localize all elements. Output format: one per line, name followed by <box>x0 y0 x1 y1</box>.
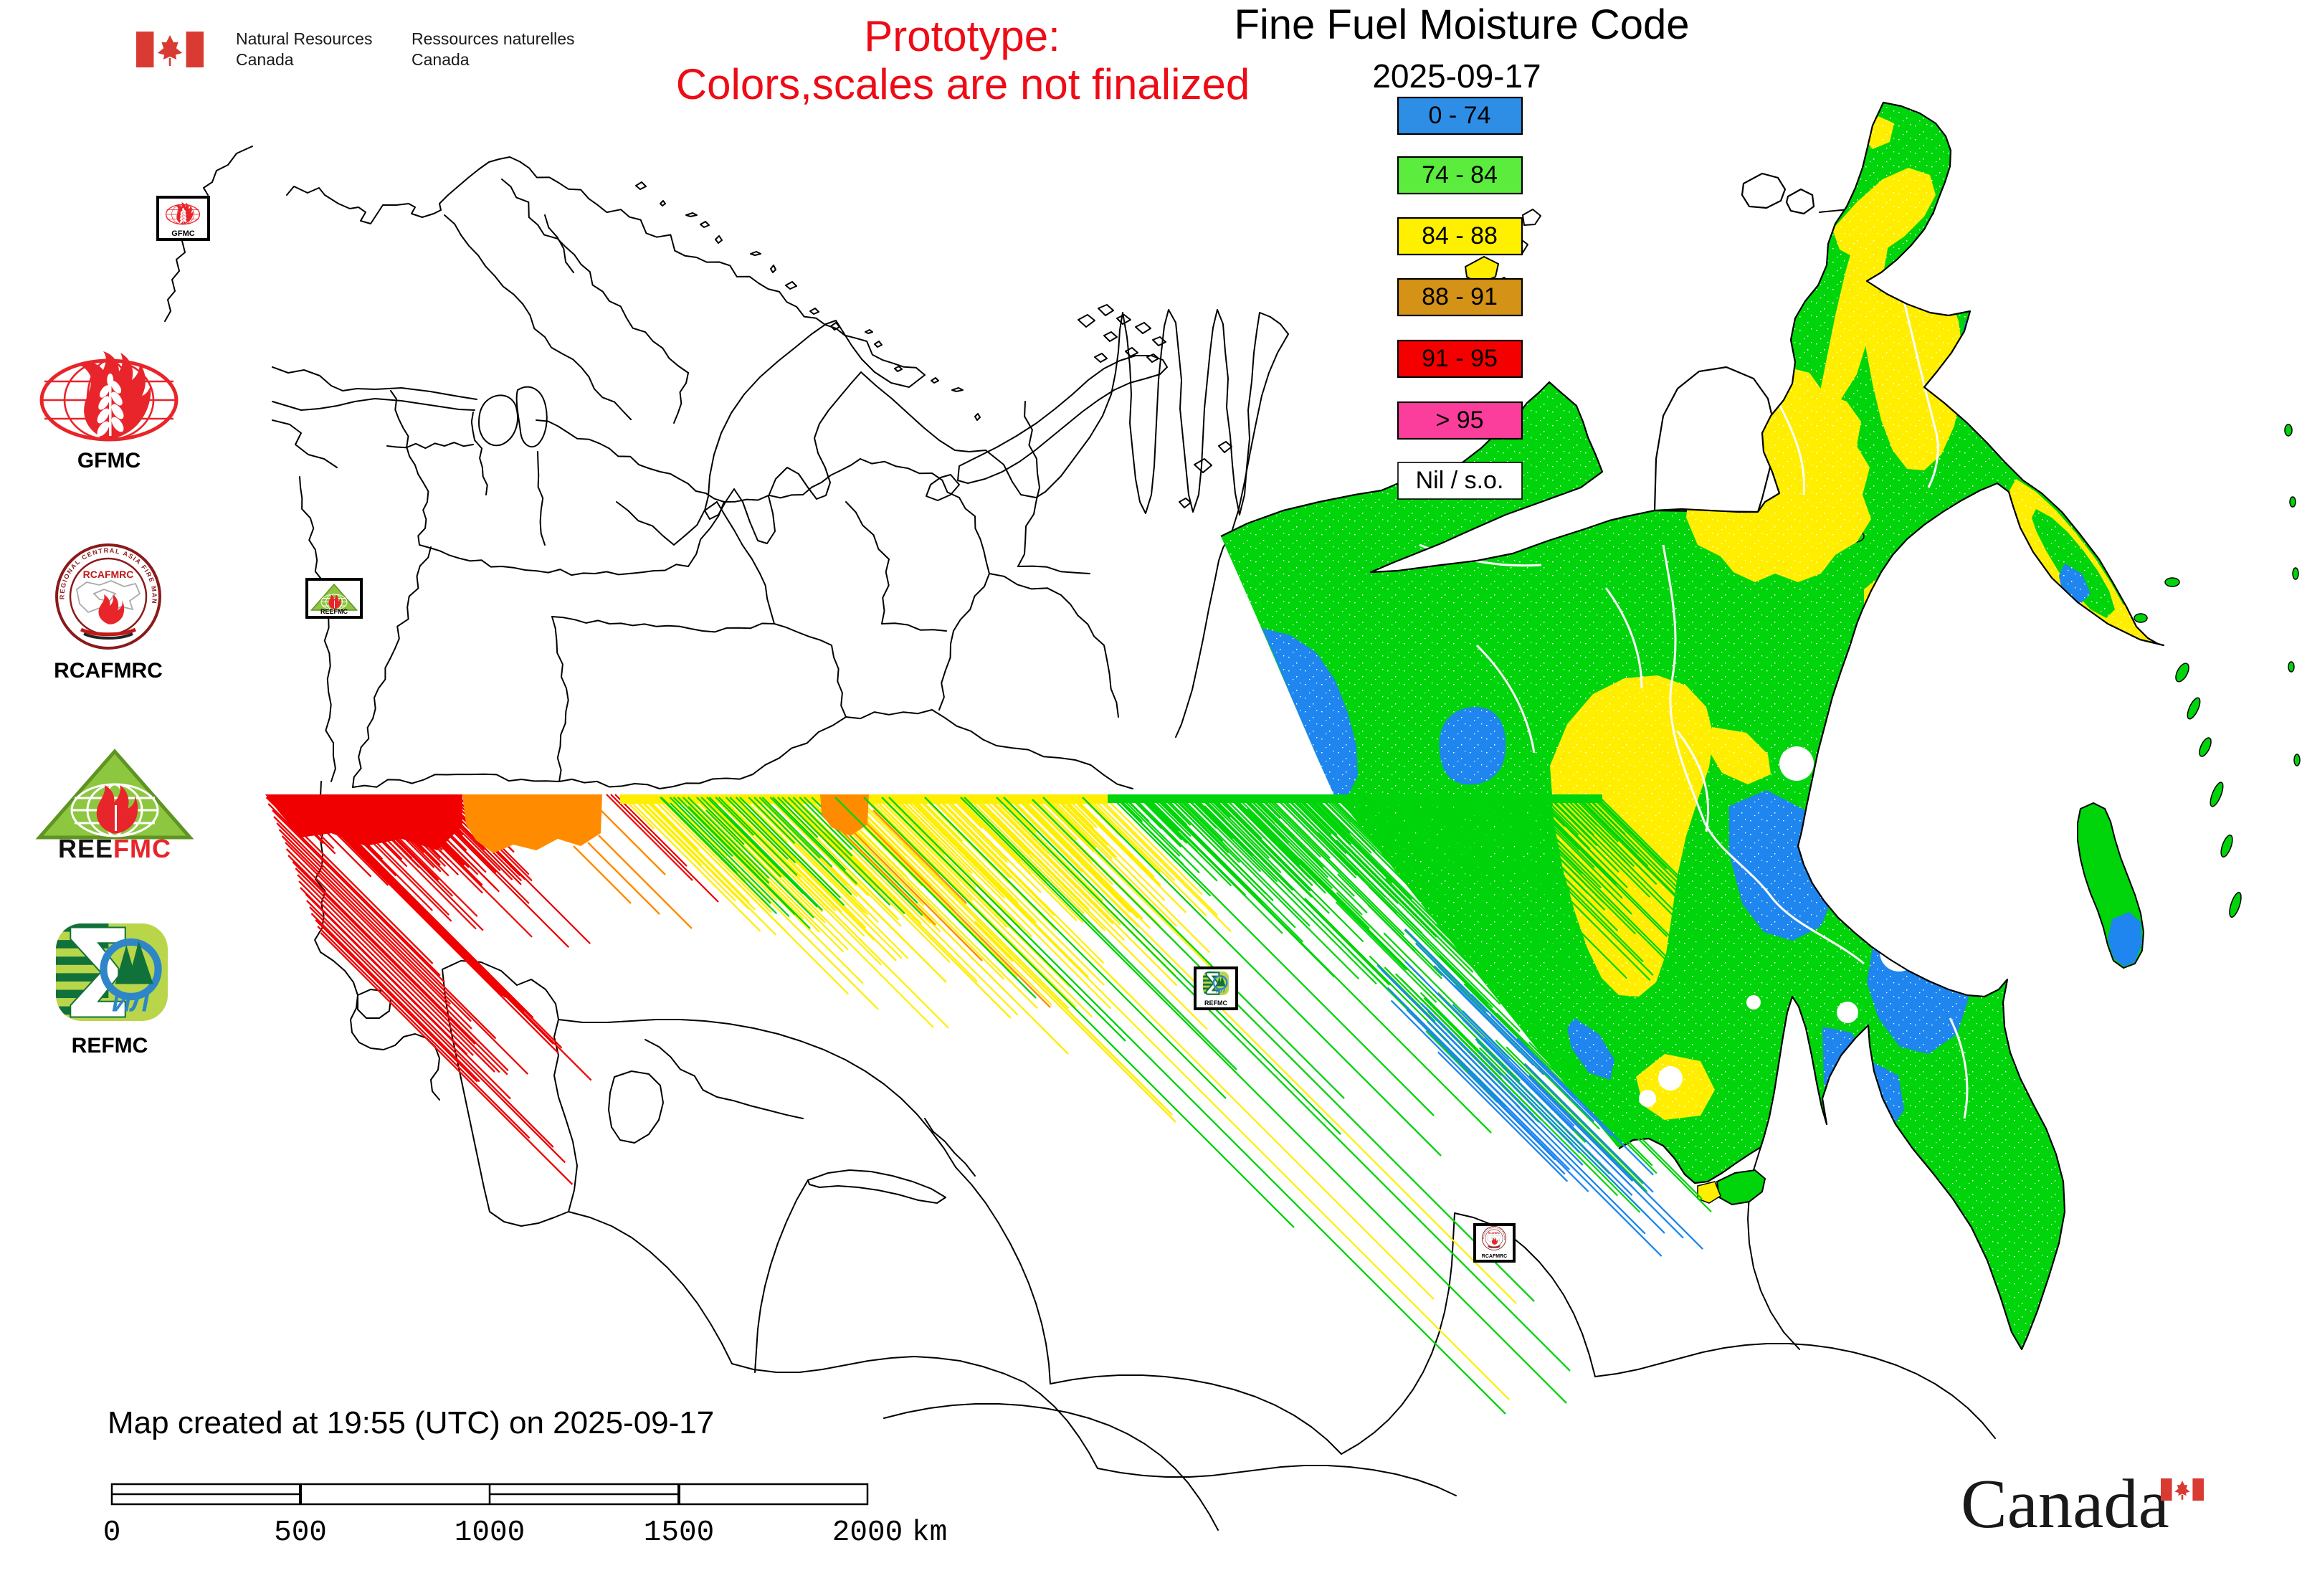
svg-text:Ressources naturelles: Ressources naturelles <box>412 29 575 48</box>
svg-text:RCAFMRC: RCAFMRC <box>1482 1254 1507 1259</box>
svg-text:Colors,scales are not finalize: Colors,scales are not finalized <box>676 60 1250 108</box>
svg-text:88 - 91: 88 - 91 <box>1422 283 1498 310</box>
svg-text:GFMC: GFMC <box>77 449 141 472</box>
svg-text:2000: 2000 <box>832 1516 903 1549</box>
svg-text:0: 0 <box>103 1516 121 1549</box>
svg-text:REEFMC: REEFMC <box>320 608 348 615</box>
svg-text:RCAFMRC: RCAFMRC <box>1488 1232 1500 1235</box>
svg-text:500: 500 <box>274 1516 327 1549</box>
svg-text:REFMC: REFMC <box>72 1034 148 1058</box>
svg-text:0 - 74: 0 - 74 <box>1429 102 1491 129</box>
svg-text:RCAFMRC: RCAFMRC <box>83 569 134 580</box>
svg-text:km: km <box>912 1516 947 1549</box>
svg-text:Natural Resources: Natural Resources <box>236 29 372 48</box>
svg-text:Fine Fuel Moisture Code: Fine Fuel Moisture Code <box>1234 1 1689 48</box>
svg-text:84 - 88: 84 - 88 <box>1422 222 1498 250</box>
svg-text:Prototype:: Prototype: <box>864 12 1060 60</box>
svg-text:REFMC: REFMC <box>1204 999 1227 1007</box>
svg-text:Canada: Canada <box>1961 1466 2169 1542</box>
svg-text:1500: 1500 <box>644 1516 714 1549</box>
svg-text:2025-09-17: 2025-09-17 <box>1372 57 1541 95</box>
svg-text:74 - 84: 74 - 84 <box>1422 161 1498 189</box>
svg-text:Map created at 19:55 (UTC) on: Map created at 19:55 (UTC) on 2025-09-17 <box>108 1405 714 1440</box>
svg-text:91 - 95: 91 - 95 <box>1422 345 1498 372</box>
svg-text:ИЛ: ИЛ <box>112 987 149 1017</box>
svg-text:Canada: Canada <box>412 50 470 69</box>
svg-text:> 95: > 95 <box>1435 407 1483 434</box>
svg-text:1000: 1000 <box>455 1516 525 1549</box>
svg-text:REEFMC: REEFMC <box>58 834 171 863</box>
svg-text:Nil / s.o.: Nil / s.o. <box>1416 467 1504 494</box>
svg-text:ИЛ: ИЛ <box>1216 987 1225 994</box>
svg-text:GFMC: GFMC <box>171 229 194 238</box>
svg-text:Canada: Canada <box>236 50 294 69</box>
svg-text:RCAFMRC: RCAFMRC <box>54 659 163 683</box>
